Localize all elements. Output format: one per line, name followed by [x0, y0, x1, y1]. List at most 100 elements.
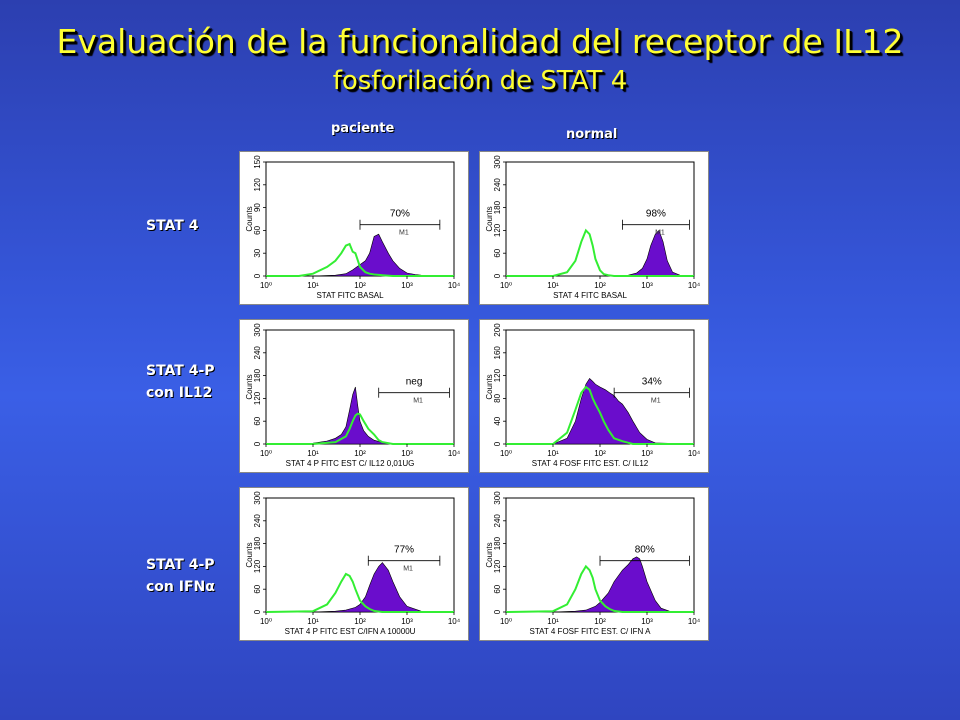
y-axis-label: Counts	[485, 374, 494, 399]
histogram-svg: 0 60 120 180 240 300 Counts 10⁰ 10¹ 10² 10³ 10⁴ STAT…	[245, 491, 461, 636]
x-tick-label: 10³	[641, 617, 653, 626]
page-subtitle: fosforilación de STAT 4	[332, 66, 628, 96]
x-tick-label: 10²	[354, 617, 366, 626]
x-tick-label: 10¹	[307, 617, 319, 626]
x-tick-label: 10¹	[307, 449, 319, 458]
y-axis-label: Counts	[485, 542, 494, 567]
x-tick-label: 10⁴	[688, 449, 701, 458]
control-histogram-line	[266, 412, 454, 445]
gate-percent-label: 80%	[635, 545, 655, 556]
x-tick-label: 10³	[641, 449, 653, 458]
control-histogram-line	[266, 242, 454, 277]
x-tick-label: 10¹	[307, 281, 319, 290]
histogram-svg: 0 30 60 90 120 150 Counts 10⁰ 10¹ 10² 10³ 10⁴ STAT F…	[245, 155, 461, 300]
x-tick-label: 10⁰	[260, 617, 272, 626]
control-histogram-line	[506, 385, 694, 445]
x-axis-label: STAT 4 P FITC EST C/IFN A 10000U	[285, 627, 416, 636]
y-tick-label: 60	[253, 584, 262, 593]
x-tick-label: 10¹	[547, 281, 559, 290]
gate-marker-label: M1	[655, 230, 665, 237]
y-tick-label: 120	[493, 223, 502, 237]
gate-percent-label: 98%	[646, 209, 666, 220]
gate-percent-label: 70%	[390, 209, 410, 220]
x-tick-label: 10¹	[547, 449, 559, 458]
x-tick-label: 10³	[401, 281, 413, 290]
histogram-svg: 0 40 80 120 160 200 Counts 10⁰ 10¹ 10² 10³ 10⁴ STAT …	[485, 323, 701, 468]
histogram-panel-normal-ifn: 0 60 120 180 240 300 Counts 10⁰ 10¹ 10² 10³ 10⁴ STAT…	[479, 487, 709, 641]
x-tick-label: 10⁰	[500, 617, 512, 626]
gate-marker-label: M1	[651, 398, 661, 405]
y-tick-label: 240	[493, 514, 502, 528]
gate-marker-label: M1	[413, 398, 423, 405]
y-tick-label: 60	[493, 584, 502, 593]
histogram-panel-normal-stat4: 0 60 120 180 240 300 Counts 10⁰ 10¹ 10² 10³ 10⁴ STAT…	[479, 151, 709, 305]
y-axis-label: Counts	[245, 374, 254, 399]
y-axis-label: Counts	[245, 542, 254, 567]
histogram-panel-paciente-stat4: 0 30 60 90 120 150 Counts 10⁰ 10¹ 10² 10³ 10⁴ STAT F…	[239, 151, 469, 305]
x-axis-label: STAT 4 FOSF FITC EST. C/ IFN A	[530, 627, 652, 636]
row-label-line1: STAT 4-P	[146, 557, 215, 573]
x-tick-label: 10²	[594, 617, 606, 626]
plot-frame	[265, 497, 455, 613]
gate-percent-label: neg	[406, 377, 423, 388]
y-tick-label: 0	[493, 609, 502, 614]
x-axis-label: STAT 4 FITC BASAL	[553, 291, 627, 300]
plot-frame	[505, 497, 695, 613]
column-label-normal: normal	[566, 127, 618, 142]
histogram-panel-paciente-ifn: 0 60 120 180 240 300 Counts 10⁰ 10¹ 10² 10³ 10⁴ STAT…	[239, 487, 469, 641]
row-label-stat4: STAT 4	[146, 215, 198, 237]
y-tick-label: 180	[253, 368, 262, 382]
y-tick-label: 300	[253, 491, 262, 505]
y-tick-label: 60	[253, 225, 262, 234]
y-tick-label: 120	[253, 391, 262, 405]
y-tick-label: 0	[493, 273, 502, 278]
x-tick-label: 10⁰	[260, 449, 272, 458]
histogram-panel-paciente-il12: 0 60 120 180 240 300 Counts 10⁰ 10¹ 10² 10³ 10⁴ STAT…	[239, 319, 469, 473]
y-tick-label: 150	[253, 155, 262, 169]
row-label-stat4p-ifn: STAT 4-P con IFNα	[146, 554, 215, 598]
x-tick-label: 10⁴	[688, 617, 701, 626]
y-tick-label: 160	[493, 346, 502, 360]
x-axis-label: STAT 4 FOSF FITC EST. C/ IL12	[532, 459, 649, 468]
y-axis-label: Counts	[245, 206, 254, 231]
y-tick-label: 0	[253, 273, 262, 278]
y-tick-label: 120	[493, 368, 502, 382]
y-tick-label: 240	[493, 178, 502, 192]
gate-marker-label: M1	[399, 230, 409, 237]
x-tick-label: 10⁰	[500, 281, 512, 290]
row-label-line2: con IFNα	[146, 579, 215, 595]
x-tick-label: 10³	[641, 281, 653, 290]
x-tick-label: 10⁰	[260, 281, 272, 290]
y-tick-label: 120	[493, 559, 502, 573]
y-tick-label: 120	[253, 178, 262, 192]
x-tick-label: 10⁴	[448, 449, 461, 458]
y-axis-label: Counts	[485, 206, 494, 231]
y-tick-label: 60	[493, 248, 502, 257]
y-tick-label: 120	[253, 559, 262, 573]
control-histogram-line	[505, 564, 694, 613]
histogram-panel-normal-il12: 0 40 80 120 160 200 Counts 10⁰ 10¹ 10² 10³ 10⁴ STAT …	[479, 319, 709, 473]
sample-histogram	[266, 233, 454, 277]
row-label-stat4p-il12: STAT 4-P con IL12	[146, 360, 215, 404]
y-tick-label: 30	[253, 248, 262, 257]
control-histogram-line	[506, 228, 694, 277]
y-tick-label: 180	[493, 200, 502, 214]
x-tick-label: 10³	[401, 617, 413, 626]
row-label-line1: STAT 4-P	[146, 363, 215, 379]
y-tick-label: 300	[253, 323, 262, 337]
histogram-svg: 0 60 120 180 240 300 Counts 10⁰ 10¹ 10² 10³ 10⁴ STAT…	[245, 323, 461, 468]
y-tick-label: 40	[493, 416, 502, 425]
page-title: Evaluación de la funcionalidad del recep…	[56, 22, 904, 61]
y-tick-label: 240	[253, 514, 262, 528]
row-label-line2: con IL12	[146, 385, 213, 401]
x-tick-label: 10²	[354, 281, 366, 290]
x-axis-label: STAT 4 P FITC EST C/ IL12 0,01UG	[286, 459, 415, 468]
histogram-svg: 0 60 120 180 240 300 Counts 10⁰ 10¹ 10² 10³ 10⁴ STAT…	[485, 155, 701, 300]
x-tick-label: 10⁴	[448, 617, 461, 626]
y-tick-label: 90	[253, 203, 262, 212]
column-label-paciente: paciente	[331, 121, 395, 136]
y-tick-label: 180	[253, 536, 262, 550]
y-tick-label: 300	[493, 155, 502, 169]
x-tick-label: 10¹	[547, 617, 559, 626]
row-label-line1: STAT 4	[146, 218, 199, 234]
